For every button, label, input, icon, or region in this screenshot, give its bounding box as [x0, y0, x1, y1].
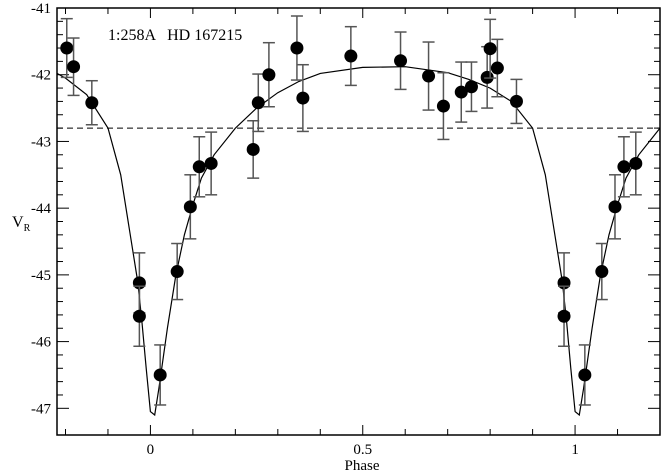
y-tick-label: -43 — [31, 134, 51, 150]
y-axis-label-main: V — [12, 214, 24, 231]
data-point — [608, 200, 622, 214]
data-point — [394, 54, 408, 68]
data-point — [490, 61, 504, 75]
data-point — [183, 200, 197, 214]
fit-curve — [56, 66, 661, 417]
plot-area: 0 0.5 1 -41 -42 -43 -44 -45 -46 -47 — [31, 1, 661, 458]
data-point — [251, 96, 265, 110]
data-point — [629, 156, 643, 170]
y-tick-label: -41 — [31, 1, 51, 17]
x-tick-label: 0.5 — [353, 442, 372, 458]
data-point — [344, 49, 358, 63]
data-point — [595, 265, 609, 279]
x-tick-label: 1 — [571, 442, 579, 458]
data-point — [246, 142, 260, 156]
data-point — [617, 160, 631, 174]
data-point — [454, 85, 468, 99]
y-tick-label: -47 — [31, 401, 51, 417]
y-tick-label: -42 — [31, 68, 51, 84]
data-point — [262, 68, 276, 82]
x-tick-label: 0 — [147, 442, 155, 458]
data-point — [436, 99, 450, 113]
data-point — [67, 60, 81, 74]
data-point — [557, 309, 571, 323]
y-tick-label: -44 — [31, 201, 51, 217]
data-point — [296, 91, 310, 105]
y-tick-label: -45 — [31, 268, 51, 284]
data-point — [204, 156, 218, 170]
data-point — [483, 42, 497, 56]
data-point — [192, 160, 206, 174]
plot-frame — [56, 7, 661, 436]
data-point — [509, 94, 523, 108]
data-point — [153, 368, 167, 382]
chart-title: 1:258A HD 167215 — [108, 27, 242, 44]
y-tick-label: -46 — [31, 335, 51, 351]
x-axis-label: Phase — [345, 458, 380, 473]
y-axis-label: VR — [12, 214, 31, 234]
data-point — [170, 265, 184, 279]
data-point — [578, 368, 592, 382]
data-point — [290, 41, 304, 55]
data-point — [85, 96, 99, 110]
data-point — [132, 309, 146, 323]
y-axis-label-subscript: R — [24, 223, 31, 234]
data-point — [464, 80, 478, 94]
data-point — [422, 69, 436, 83]
data-point — [60, 41, 74, 55]
